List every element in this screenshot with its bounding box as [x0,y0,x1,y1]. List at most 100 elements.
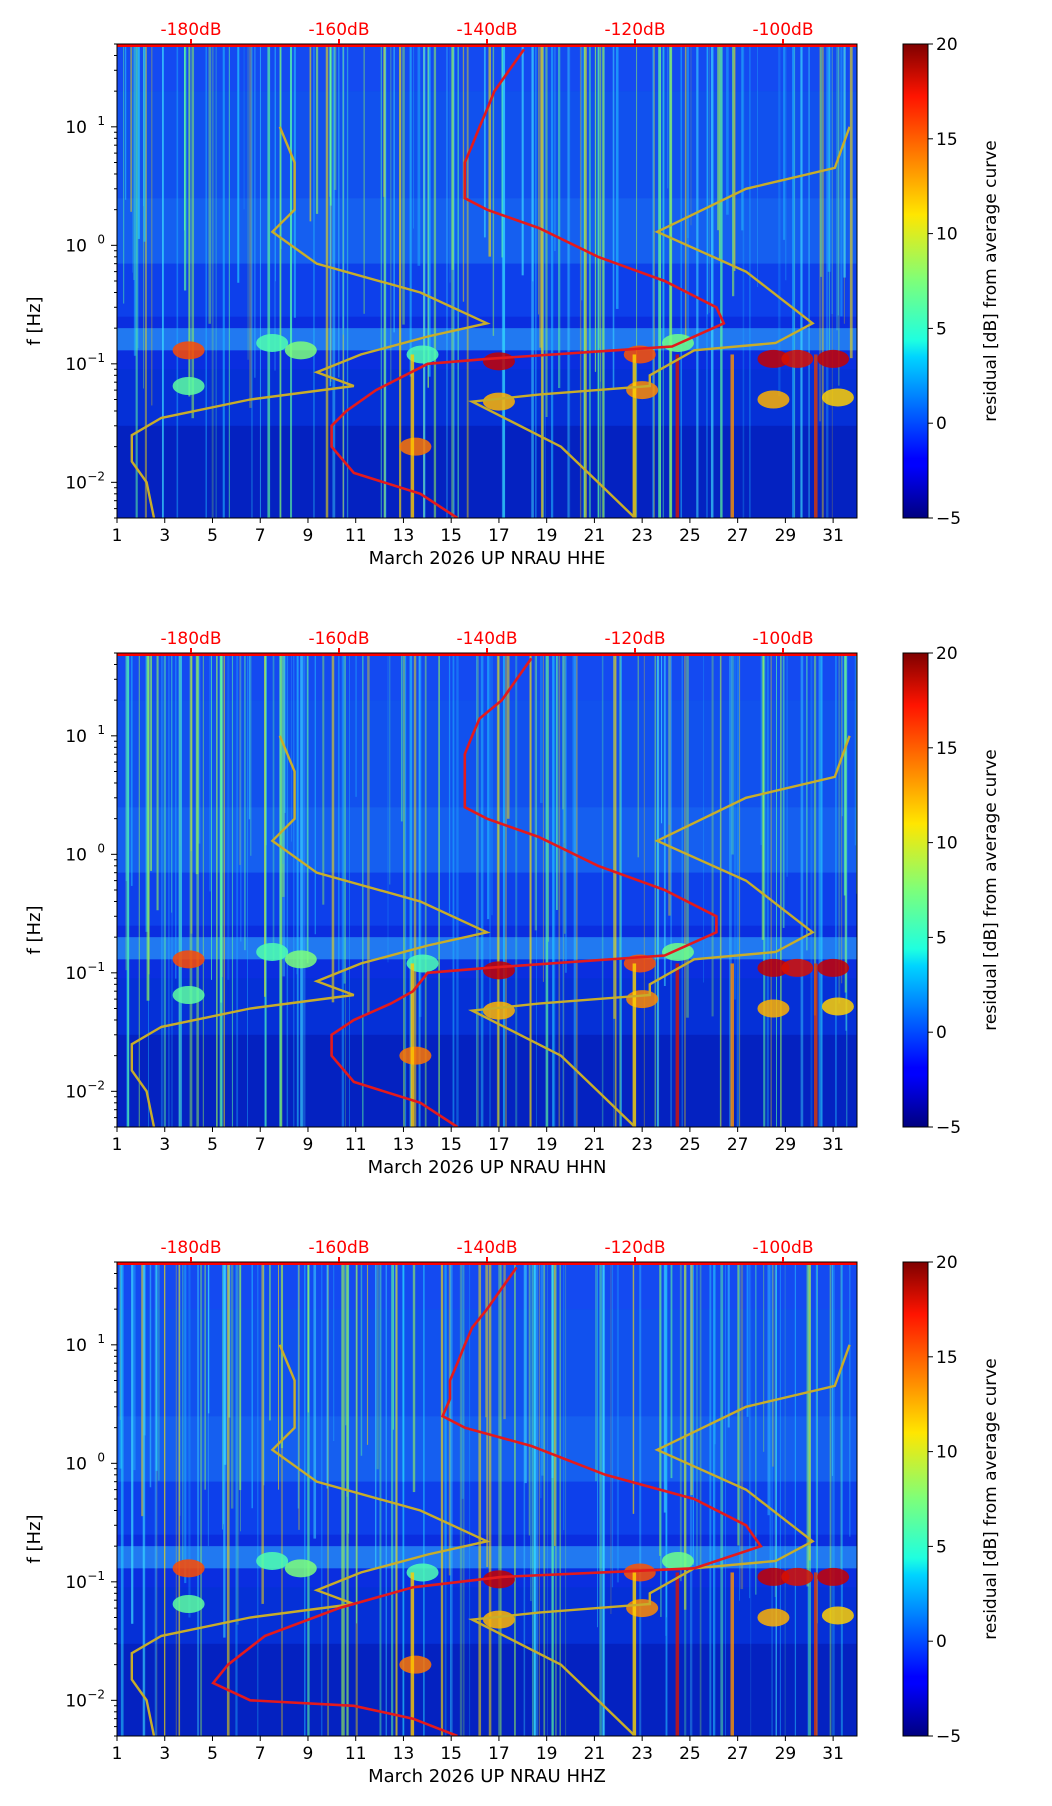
noise-stripe [669,44,673,518]
colorbar-tick-label: 15 [936,739,958,759]
noise-stripe [222,1262,223,1530]
noise-stripe [452,653,455,1127]
noise-stripe [554,44,556,252]
noise-stripe [347,44,349,518]
x-tick-label: 27 [727,1135,749,1155]
x-tick-label: 19 [536,1744,558,1764]
noise-stripe [143,44,144,389]
y-tick-label: 10−1 [65,960,105,984]
microseism-peak [821,388,854,407]
noise-stripe [356,1262,358,1624]
x-tick-label: 9 [303,1135,314,1155]
microseism-peak [172,1594,205,1613]
noise-stripe [389,653,391,885]
noise-stripe [558,653,561,1127]
noise-stripe [737,1262,740,1546]
microseism-peak [482,1610,515,1629]
noise-stripe [679,1262,682,1582]
noise-stripe [275,44,276,282]
noise-stripe [503,1262,506,1420]
noise-stripe [602,44,605,518]
noise-stripe [342,44,345,518]
noise-stripe [670,1262,673,1479]
noise-stripe [133,44,135,281]
noise-stripe [670,653,672,1127]
noise-stripe [119,1262,121,1420]
spectrogram-band-0 [117,44,857,92]
noise-stripe [178,1262,181,1736]
noise-stripe [532,44,534,282]
noise-stripe [433,44,437,518]
noise-stripe [216,653,218,1127]
noise-stripe [200,1262,203,1736]
noise-stripe [171,653,173,913]
noise-stripe [296,653,299,1127]
noise-stripe [264,653,267,1127]
noise-stripe [226,1262,230,1736]
microseism-peak [172,341,205,360]
noise-stripe [374,1262,377,1569]
transient-stripe [632,354,637,518]
noise-stripe [555,1262,557,1736]
noise-stripe [248,653,251,820]
noise-stripe [736,653,740,1127]
noise-stripe [488,44,492,257]
noise-stripe [599,44,600,349]
spectrogram-band-3 [117,872,857,926]
noise-stripe [840,1262,843,1736]
noise-stripe [653,44,655,518]
noise-stripe [739,653,741,1127]
noise-stripe [767,1262,770,1516]
noise-stripe [279,44,282,518]
x-tick-label: 19 [536,1135,558,1155]
noise-stripe [376,1262,379,1470]
noise-stripe [209,653,211,892]
noise-stripe [720,44,723,518]
transient-stripe [730,354,734,518]
noise-stripe [393,44,395,333]
noise-stripe [291,653,292,842]
noise-stripe [387,653,389,963]
noise-stripe [808,1262,811,1561]
noise-stripe [360,1262,363,1456]
noise-stripe [313,1262,317,1539]
y-tick-label: 10 1 [65,1332,105,1356]
noise-stripe [383,44,386,518]
noise-stripe [536,653,537,1127]
microseism-peak [482,392,515,411]
noise-stripe [763,653,766,1127]
noise-stripe [528,1262,530,1536]
noise-stripe [163,1262,166,1736]
noise-stripe [235,1262,238,1736]
db-tick-label: -160dB [308,20,369,40]
noise-stripe [130,653,133,886]
noise-stripe [530,1262,532,1602]
y-tick-base: 10 [65,1691,87,1711]
x-tick-label: 9 [303,526,314,546]
noise-stripe [636,44,638,518]
noise-stripe [332,44,336,518]
noise-stripe [815,1262,818,1736]
noise-stripe [250,653,252,856]
noise-stripe [487,653,490,920]
noise-stripe [488,1262,492,1736]
y-tick-label: 10−2 [65,1078,105,1102]
noise-stripe [144,1262,146,1736]
noise-stripe [449,44,451,283]
noise-stripe [331,653,335,1003]
noise-stripe [343,653,346,984]
top-limit-line [117,44,857,47]
noise-stripe [341,1262,343,1736]
colorbar-tick-label: 5 [936,928,947,948]
noise-stripe [632,1262,635,1514]
y-tick-base: 10 [65,236,87,256]
noise-stripe [346,1262,349,1736]
noise-stripe [720,1262,724,1736]
x-tick-label: 5 [207,1135,218,1155]
noise-stripe [831,44,833,314]
noise-stripe [687,44,689,238]
microseism-peak [482,1570,515,1589]
x-tick-label: 17 [488,1135,510,1155]
noise-stripe [492,44,495,336]
